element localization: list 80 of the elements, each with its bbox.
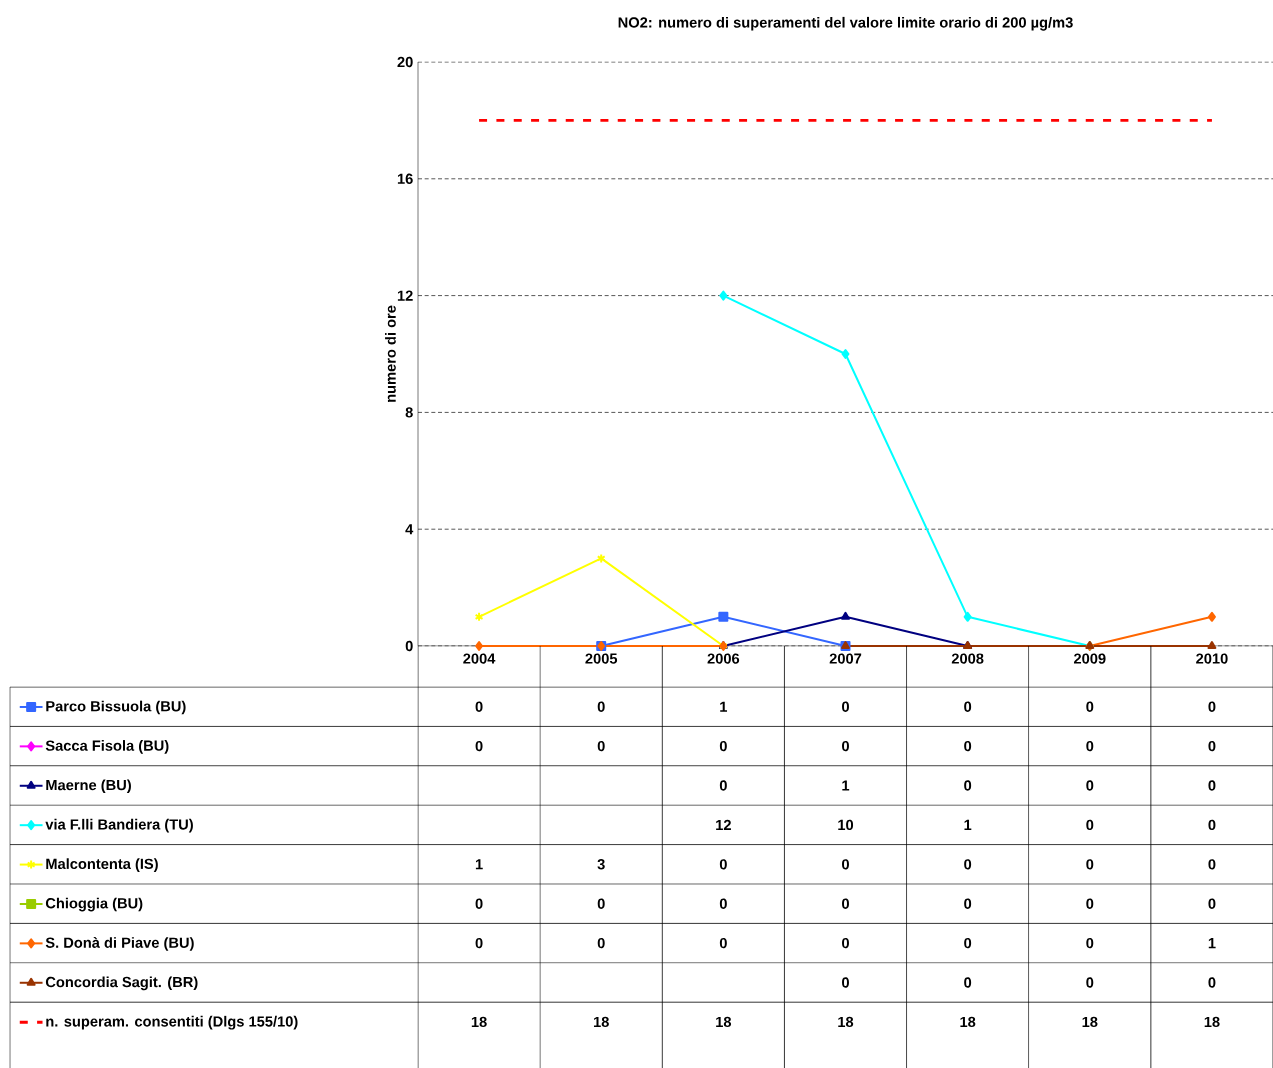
text: 0	[842, 898, 849, 909]
legend-label: Malcontenta (IS)	[46, 858, 158, 872]
legend-label: Chioggia (BU)	[45, 897, 143, 912]
data-label: 1	[842, 780, 850, 791]
text: 0	[475, 898, 483, 909]
legend-label: n. superam. consentiti (Dlgs 155/10)	[46, 1015, 298, 1030]
data-label: 18	[838, 1016, 854, 1028]
x-tick-label: 2007	[829, 653, 862, 664]
legend-label: Sacca Fisola (BU)	[45, 740, 169, 754]
text: 0	[1208, 898, 1216, 909]
text: 0	[842, 937, 849, 949]
data-label: 1	[475, 859, 483, 870]
text: 0	[719, 898, 727, 909]
text: 0	[1208, 740, 1216, 752]
x-tick-label: 2006	[707, 653, 740, 664]
y-tick-label: 0	[405, 640, 413, 652]
legend-label: S. Donà di Piave (BU)	[45, 937, 194, 951]
x-tick-label: 2009	[1073, 653, 1106, 664]
chart-title: NO2: numero di superamenti del valore limite orario di 200 µg/m3	[618, 16, 1073, 31]
y-tick-label: 4	[405, 524, 414, 535]
text: 0	[1086, 701, 1094, 712]
text: 0	[1086, 740, 1094, 752]
data-label: 18	[1082, 1016, 1098, 1028]
legend-label: Parco Bissuola (BU)	[46, 700, 186, 715]
y-axis-title: numero di ore	[385, 305, 396, 402]
text: 0	[1208, 780, 1216, 791]
data-label: 0	[719, 780, 727, 791]
data-label: 18	[471, 1016, 487, 1028]
y-tick-label: 20	[397, 56, 413, 68]
text: 0	[964, 937, 972, 949]
text: 0	[475, 701, 483, 712]
data-label: 0	[597, 701, 605, 712]
y-tick-label: 12	[397, 290, 413, 301]
legend-label: via F.lli Bandiera (TU)	[45, 818, 193, 833]
y-tick-label: 16	[397, 173, 413, 184]
text: 0	[1208, 859, 1216, 870]
text: 0	[964, 898, 972, 909]
data-label: 0	[719, 937, 727, 949]
y-tick-label: 8	[405, 407, 413, 418]
legend-label: Maerne (BU)	[46, 779, 131, 794]
data-label: 18	[593, 1016, 609, 1028]
data-label: 0	[1086, 977, 1094, 988]
x-tick-label: 2008	[951, 653, 984, 664]
data-label: 18	[1204, 1016, 1220, 1028]
data-label: 0	[1086, 819, 1094, 831]
data-label: 0	[1086, 937, 1094, 949]
data-label: 18	[716, 1016, 732, 1028]
x-tick-label: 2004	[463, 653, 496, 664]
text: 0	[964, 701, 972, 712]
x-tick-label: 2010	[1196, 653, 1228, 664]
text: 0	[1086, 898, 1094, 909]
data-label: 0	[1208, 977, 1216, 988]
text: 0	[1086, 780, 1094, 791]
x-tick-label: 2005	[585, 653, 618, 664]
data-label: 0	[475, 937, 483, 949]
text: 0	[964, 740, 972, 752]
text: 0	[842, 859, 849, 870]
data-label: 12	[716, 819, 731, 831]
text: 0	[597, 898, 605, 909]
data-label: 0	[842, 977, 849, 988]
data-label: 1	[964, 819, 972, 830]
text: 0	[597, 740, 605, 752]
text: 0	[1086, 859, 1094, 870]
data-label: 0	[964, 780, 972, 791]
text: 0	[964, 859, 972, 870]
data-label: 1	[720, 701, 728, 712]
data-label: 0	[719, 859, 727, 870]
data-label: 0	[964, 977, 972, 988]
data-label: 3	[597, 859, 605, 870]
data-label: 18	[960, 1016, 976, 1028]
text: 0	[842, 740, 849, 752]
legend-label: Concordia Sagit. (BR)	[45, 976, 198, 991]
text: 0	[719, 740, 727, 752]
text: 0	[475, 740, 483, 752]
text: 0	[1208, 701, 1216, 712]
text: 0	[1208, 819, 1216, 831]
data-label: 10	[838, 819, 854, 831]
data-label: 1	[1208, 938, 1216, 949]
data-label: 0	[842, 701, 849, 712]
data-label: 0	[597, 937, 605, 949]
